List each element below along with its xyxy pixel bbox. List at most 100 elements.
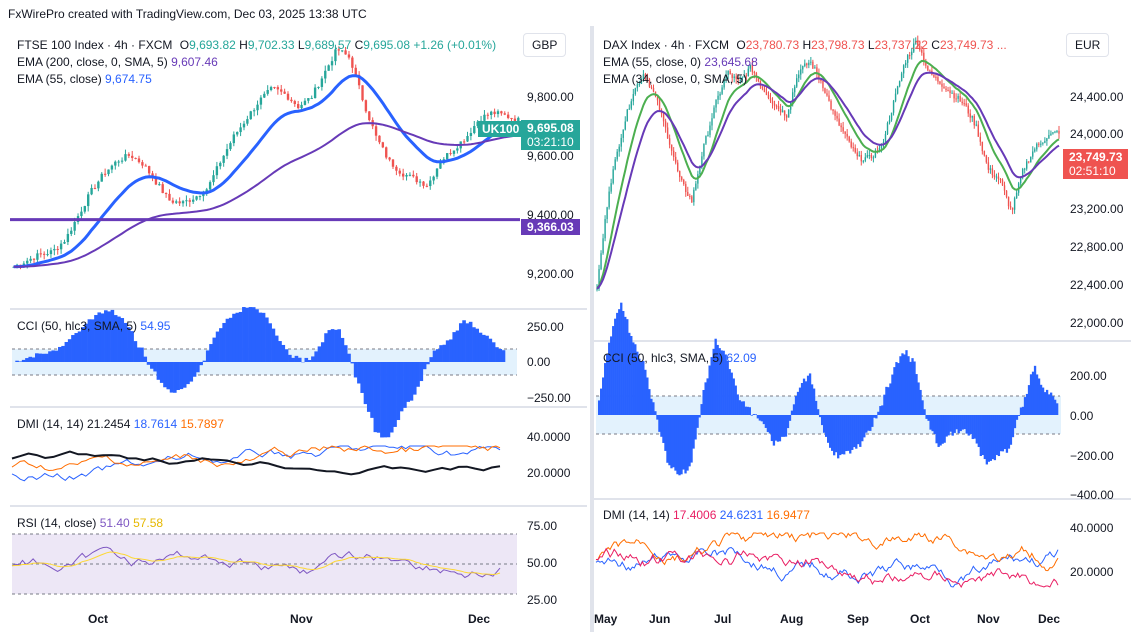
dax-candle [796,78,798,87]
dax-cci-bar [780,415,784,437]
ftse-cci-bar [18,361,23,362]
dax-candle [1048,134,1050,139]
dax-cci-bar [917,382,920,415]
dax-candle [1001,179,1004,186]
dax-candle [915,40,917,44]
dax-candle [971,115,973,118]
dax-cci-bar [843,415,846,455]
dax-cci-bar [796,391,800,415]
dax-cci-tick: −400.00 [1070,488,1114,502]
ftse-cci-bar [107,311,111,362]
dax-candle [1042,142,1044,144]
ftse-candle [337,49,340,51]
ftse-candle [496,111,500,115]
ftse-cci-bar [370,362,374,418]
ftse-cci-bar [412,362,417,395]
dax-candle [1030,156,1032,163]
dax-candle [709,125,711,135]
ftse-currency-button[interactable]: GBP [523,33,567,57]
dax-candle [681,177,683,180]
dax-cci-bar [782,415,786,437]
ftse-high-label: H [239,38,248,52]
ftse-close: 9,695.08 [363,38,411,52]
ftse-cci-bar [324,333,328,362]
ftse-rsi-legend[interactable]: RSI (14, close) 51.40 57.58 [17,516,163,530]
dax-ema55-legend[interactable]: EMA (55, close, 0) 23,645.68 [603,55,758,69]
ftse-dmi-legend[interactable]: DMI (14, 14) 21.2454 18.7614 15.7897 [17,417,224,431]
dax-cci-bar [636,351,639,415]
dax-low: 23,737.22 [874,38,928,52]
ftse-cci-bar [120,318,125,362]
ftse-candle [361,85,364,101]
ftse-candle [422,181,425,186]
ftse-cci-legend[interactable]: CCI (50, hlc3, SMA, 5) 54.95 [17,319,170,333]
ftse-cci-bar [235,312,240,362]
dax-candle [908,55,911,57]
ftse-cci-bar [143,356,148,362]
ftse-cci-bar [386,362,391,438]
dax-cci-bar [1039,384,1043,415]
dax-cci-bar [768,415,772,434]
dax-time-tick: May [594,612,618,626]
dax-cci-bar [658,415,661,432]
ftse-cci-bar [104,310,108,362]
ftse-ema200-legend[interactable]: EMA (200, close, 0, SMA, 5) 9,607.46 [17,55,218,69]
ftse-cci-bar [488,338,493,362]
dax-candle [892,100,895,113]
dax-cci-bar [927,415,930,421]
dax-candle [685,184,687,192]
ftse-candle [351,57,354,68]
dax-high-label: H [802,38,812,52]
dax-candle [693,189,695,203]
dax-candle [848,136,850,142]
ftse-candle [107,169,110,175]
ftse-cci-bar [123,322,128,362]
dax-cci-legend[interactable]: CCI (50, hlc3, SMA, 5) 62.09 [603,351,756,365]
dax-cci-tick: 200.00 [1070,369,1107,383]
dax-price-tick: 24,000.00 [1070,127,1124,141]
dax-cci-bar [622,311,625,415]
dax-cci-bar [718,348,721,415]
dax-dmi-label: DMI (14, 14) [603,508,670,522]
ftse-candle [517,117,520,122]
dax-title: DAX Index · 4h · FXCM [603,38,730,52]
dax-candle [719,93,721,96]
dax-candle [596,288,598,290]
ftse-title: FTSE 100 Index · 4h · FXCM [17,38,173,52]
dax-currency-button[interactable]: EUR [1066,33,1110,57]
ftse-candle [236,132,239,135]
ftse-candle [29,258,32,261]
ftse-cci-bar [435,349,440,362]
ftse-candle [412,174,415,177]
dax-high: 23,798.73 [811,38,865,52]
dax-dmi-legend[interactable]: DMI (14, 14) 17.4006 24.6231 16.9477 [603,508,810,522]
dax-cci-bar [676,415,679,475]
dax-time-tick: Jul [714,612,732,626]
dax-candle [717,95,719,100]
pane-separator [10,308,587,310]
ftse-cci-bar [455,330,460,362]
dax-cci-bar [600,388,603,415]
ftse-candle [476,121,479,127]
ftse-cci-bar [15,360,19,362]
ftse-candle [364,100,368,112]
ftse-candle [103,173,107,175]
dax-cci-bar [989,415,993,461]
dax-cci-bar [1051,396,1055,415]
dax-cci-bar [1011,415,1015,438]
ftse-ema55-legend[interactable]: EMA (55, close) 9,674.75 [17,72,152,86]
ftse-cci-bar [87,319,92,362]
ftse-cci-bar [219,328,223,362]
dax-candle [652,87,655,92]
dax-candle [917,40,919,46]
ftse-price-tag-value: 9,695.08 [527,121,574,135]
dax-candle [783,110,786,116]
dax-cci-bar [905,350,908,415]
dax-cci-bar [694,415,697,440]
dax-time-tick: Dec [1038,612,1061,626]
pane-divider[interactable] [590,26,594,632]
dax-candle [983,151,986,156]
dax-ema34-legend[interactable]: EMA (34, close, 0, SMA, 5) [603,72,747,86]
ftse-cci-bar [245,307,249,362]
